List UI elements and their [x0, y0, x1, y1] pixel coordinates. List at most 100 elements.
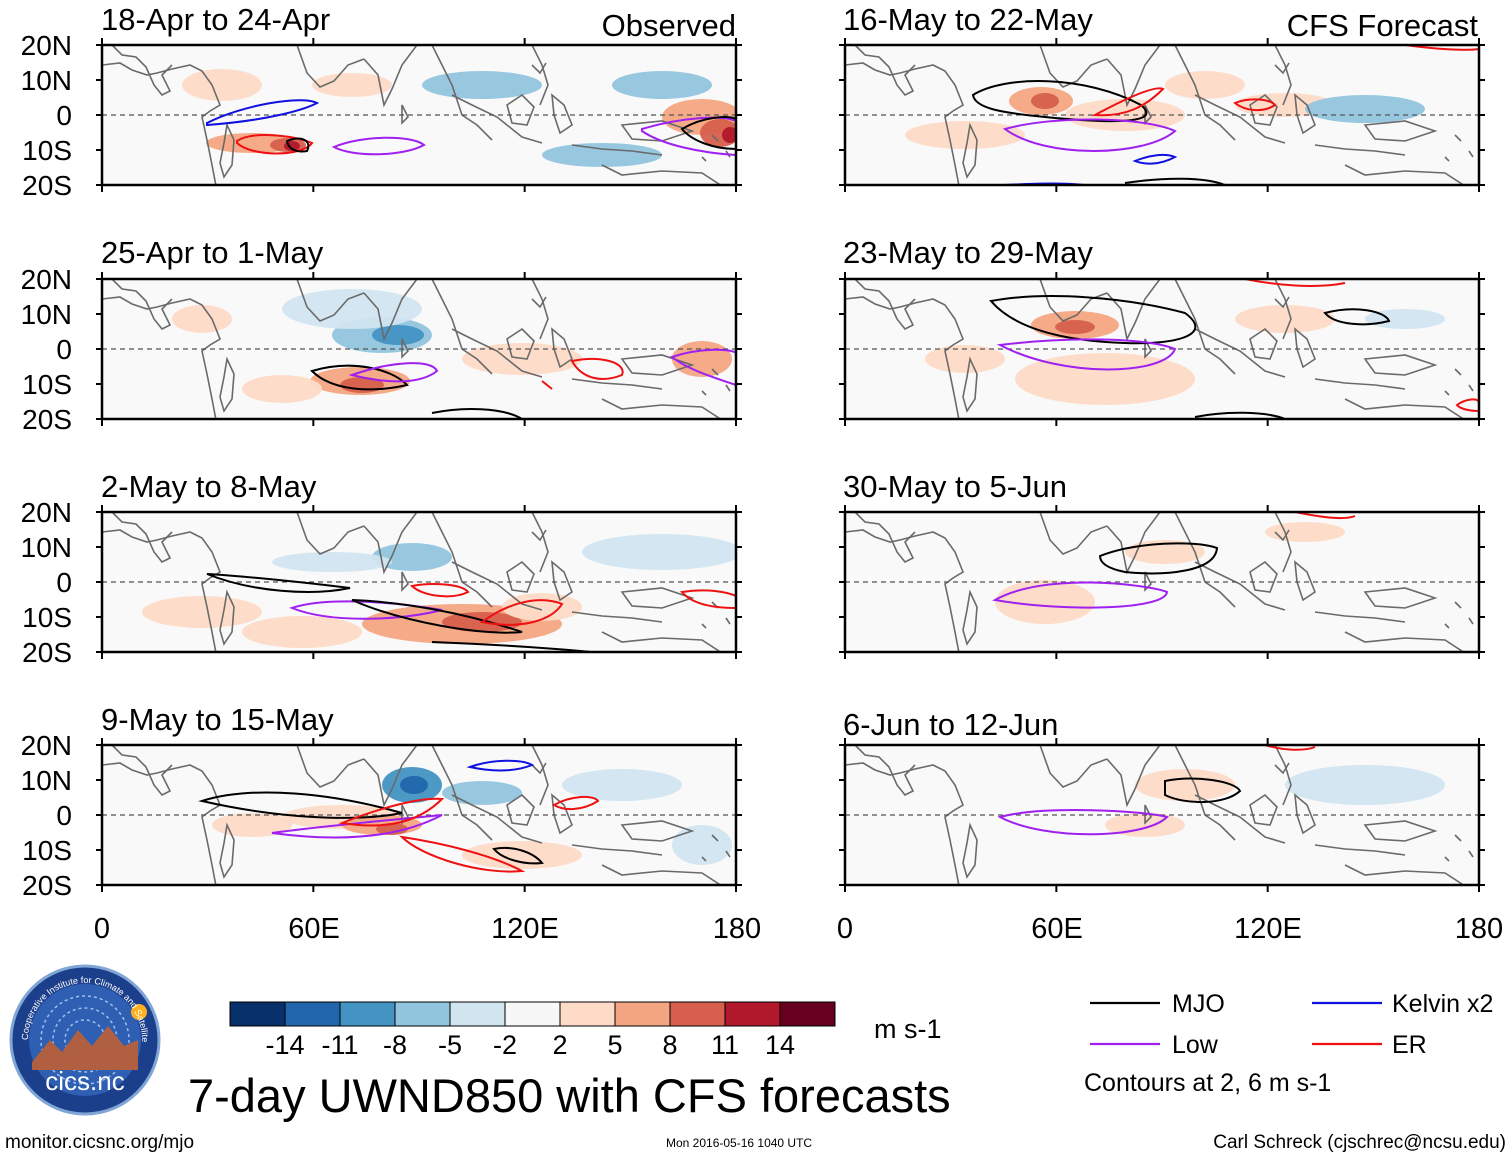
colorbar-swatch [614, 1001, 671, 1027]
footer-url: monitor.cicsnc.org/mjo [5, 1132, 194, 1153]
lat-label: 0 [56, 800, 72, 831]
panel-title-fc-2: 23-May to 29-May [843, 235, 1093, 270]
wave-contour [206, 99, 320, 127]
footer-author: Carl Schreck (cjschrec@ncsu.edu) [1213, 1132, 1506, 1153]
colorbar-label: 14 [765, 1030, 795, 1060]
wave-contour [989, 295, 1197, 345]
wind-anomaly-shading [1135, 769, 1235, 801]
wind-anomaly-shading [372, 543, 452, 571]
wave-contour [1132, 153, 1178, 165]
wave-contour [479, 599, 564, 626]
wave-contour [1124, 177, 1226, 185]
wind-anomaly-shading [442, 781, 522, 805]
legend: MJO Kelvin x2 Low ER Contours at 2, 6 m … [1084, 990, 1493, 1097]
colorbar-label: -8 [383, 1030, 407, 1060]
colorbar-label: -14 [265, 1030, 304, 1060]
lat-label: 10S [22, 602, 72, 633]
colorbar-swatch [724, 1001, 781, 1027]
colorbar-swatch [559, 1001, 616, 1027]
wave-contour [331, 136, 426, 156]
panel-title-fc-4: 6-Jun to 12-Jun [843, 707, 1058, 742]
lat-label: 10S [22, 369, 72, 400]
wave-contour [1233, 98, 1277, 111]
lat-label: 20S [22, 404, 72, 435]
panel-title-obs-2: 25-Apr to 1-May [101, 235, 324, 270]
wind-anomaly-shading [212, 813, 292, 837]
wind-anomaly-shading [400, 776, 428, 794]
wave-contour [399, 835, 526, 873]
lat-label: 20N [21, 30, 72, 61]
legend-label-kelvin: Kelvin x2 [1392, 990, 1493, 1018]
lon-label-60e-left: 60E [288, 913, 340, 945]
lat-label: 20N [21, 264, 72, 295]
wind-anomaly-shading [672, 341, 732, 377]
lon-label-120e-right: 120E [1234, 913, 1302, 945]
wind-anomaly-shading [1265, 522, 1345, 542]
wave-contour [338, 797, 445, 827]
footer-timestamp: Mon 2016-05-16 1040 UTC [666, 1136, 812, 1150]
legend-label-mjo: MJO [1172, 990, 1225, 1018]
wave-contour [551, 795, 600, 811]
wind-anomaly-shading [1015, 353, 1195, 405]
observed-panel-1 [96, 38, 742, 192]
colorbar-swatch [394, 1001, 451, 1027]
wind-anomaly-shading [462, 841, 582, 869]
wind-anomaly-shading [722, 127, 736, 143]
lat-label: 10S [22, 135, 72, 166]
wind-anomaly-shading [182, 69, 262, 101]
wave-contour [1091, 87, 1165, 117]
wave-contour [992, 581, 1169, 609]
lat-label: 20S [22, 870, 72, 901]
wind-anomaly-shading [612, 71, 712, 99]
wind-anomaly-shading [1165, 71, 1245, 99]
lat-label: 0 [56, 100, 72, 131]
wind-anomaly-shading [376, 823, 408, 835]
colorbar-label: -2 [493, 1030, 517, 1060]
wind-anomaly-shading [1365, 309, 1445, 329]
wave-contour [236, 134, 314, 155]
cfs-forecast-label: CFS Forecast [1287, 8, 1479, 43]
figure-title: 7-day UWND850 with CFS forecasts [188, 1069, 951, 1122]
observed-panel-4 [96, 738, 742, 892]
wind-anomaly-shading [905, 121, 1025, 149]
wave-contour [285, 137, 310, 153]
panel-title-obs-3: 2-May to 8-May [101, 469, 317, 504]
wave-contour [310, 364, 409, 391]
lat-label: 10N [21, 765, 72, 796]
wind-anomaly-shading [372, 325, 424, 345]
wave-contour [996, 338, 1177, 371]
wave-contour [1264, 745, 1316, 751]
lon-label-0-left: 0 [94, 913, 110, 945]
contour-note: Contours at 2, 6 m s-1 [1084, 1069, 1331, 1097]
lat-label: 0 [56, 334, 72, 365]
lat-label: 20S [22, 170, 72, 201]
wind-anomaly-shading [672, 825, 732, 865]
colorbar-swatch [339, 1001, 396, 1027]
colorbar-label: 2 [552, 1030, 567, 1060]
wave-contour [641, 116, 736, 157]
colorbar-swatch [504, 1001, 561, 1027]
wind-anomaly-shading [142, 596, 262, 628]
colorbar-swatch [779, 1001, 836, 1027]
wave-contour [466, 759, 535, 772]
colorbar-label: -11 [321, 1030, 358, 1060]
wave-contour [1244, 279, 1346, 287]
lat-label: 10S [22, 835, 72, 866]
wind-anomaly-shading [272, 552, 392, 572]
wind-anomaly-shading [1055, 320, 1095, 334]
lon-label-60e-right: 60E [1031, 913, 1083, 945]
wave-contour [1455, 398, 1479, 413]
wind-anomaly-shading [1235, 305, 1335, 333]
wave-contour [351, 599, 523, 634]
colorbar-swatch [229, 1001, 286, 1027]
legend-label-low: Low [1172, 1031, 1219, 1059]
lat-label: 10N [21, 65, 72, 96]
lat-label: 20S [22, 637, 72, 668]
forecast-panel-1 [839, 38, 1485, 192]
observed-panel-3 [96, 505, 742, 659]
wind-anomaly-shading [502, 593, 582, 621]
lon-label-0-right: 0 [837, 913, 853, 945]
lon-label-120e-left: 120E [491, 913, 559, 945]
colorbar-swatch [449, 1001, 506, 1027]
logo-text: cics.nc [45, 1066, 124, 1096]
